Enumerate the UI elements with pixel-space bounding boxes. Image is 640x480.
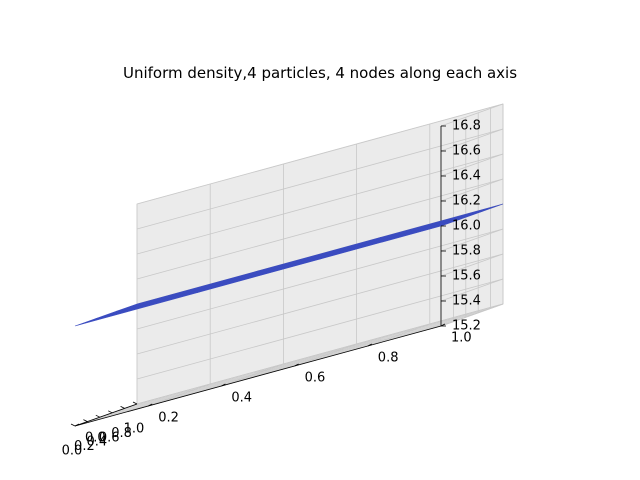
x-tick-label: 0.4 [86, 435, 107, 450]
grid-line-x [124, 308, 491, 409]
x-tick [132, 401, 138, 405]
x-tick-label: 0.0 [62, 444, 83, 459]
x-tick-label: 1.0 [124, 422, 145, 437]
x-tick [83, 419, 88, 422]
grid-line-z [136, 228, 504, 330]
z-tick-label: 16.8 [452, 119, 481, 134]
grid-line-y [367, 323, 430, 347]
z-tick-label: 16.2 [452, 194, 481, 209]
grid-line-x [112, 312, 479, 414]
surface-layer [74, 203, 504, 327]
x-tick [95, 414, 100, 418]
y-tick-label: 0.4 [231, 391, 252, 406]
z-tick-label: 15.6 [452, 269, 481, 284]
x-axis-line [74, 403, 138, 427]
y-tick-label: 0.6 [305, 371, 326, 386]
z-tick-label: 16.4 [452, 169, 481, 184]
z-tick-label: 15.8 [452, 244, 481, 259]
grid-line-z [136, 253, 504, 355]
grid-line-z [136, 103, 504, 205]
grid-line-z [136, 278, 504, 380]
x-tick [70, 423, 76, 427]
y-tick [367, 343, 372, 347]
y-tick [148, 403, 153, 407]
grid-line-z [136, 178, 504, 280]
chart-title: Uniform density,4 particles, 4 nodes alo… [122, 64, 518, 82]
z-tick-label: 16.6 [452, 144, 481, 159]
tick-marks [70, 125, 446, 427]
z-tick-label: 15.2 [452, 319, 481, 334]
x-tick-label: 0.6 [99, 430, 120, 445]
z-tick-label: 15.4 [452, 294, 481, 309]
grid-line-z [440, 253, 504, 277]
grid-line-x [99, 316, 466, 418]
y-tick [221, 383, 226, 387]
y-tick-label: 0.2 [158, 411, 179, 426]
y-axis-line [74, 325, 442, 427]
grid-line-z [440, 128, 504, 152]
x-tick [108, 410, 113, 414]
surface-patch [360, 203, 504, 245]
grid-line-z [136, 128, 504, 230]
y-tick-label: 0.8 [378, 351, 399, 366]
z-tick-label: 16.0 [452, 219, 481, 234]
grid-line-y [294, 343, 357, 367]
grid-line-z [440, 103, 504, 127]
tick-labels: 0.00.20.40.60.81.00.00.20.40.60.81.015.2… [62, 119, 481, 459]
grid-line-z [136, 153, 504, 255]
y-tick [294, 363, 299, 367]
grid-line-z [440, 278, 504, 302]
x-tick-label: 0.2 [74, 439, 95, 454]
grid-line-z [440, 178, 504, 202]
grid-line-z [136, 303, 504, 405]
x-tick-label: 0.8 [111, 426, 132, 441]
grid-line-y [221, 363, 284, 387]
x-tick [120, 406, 125, 409]
grid-line-z [440, 303, 504, 327]
y-tick-label: 0.0 [85, 431, 106, 446]
y-tick [74, 423, 80, 427]
grid-line-z [440, 228, 504, 252]
grid-line-x [87, 321, 454, 422]
grid-line-y [148, 383, 211, 407]
grid-line-z [440, 153, 504, 177]
y-tick-label: 1.0 [451, 331, 472, 346]
